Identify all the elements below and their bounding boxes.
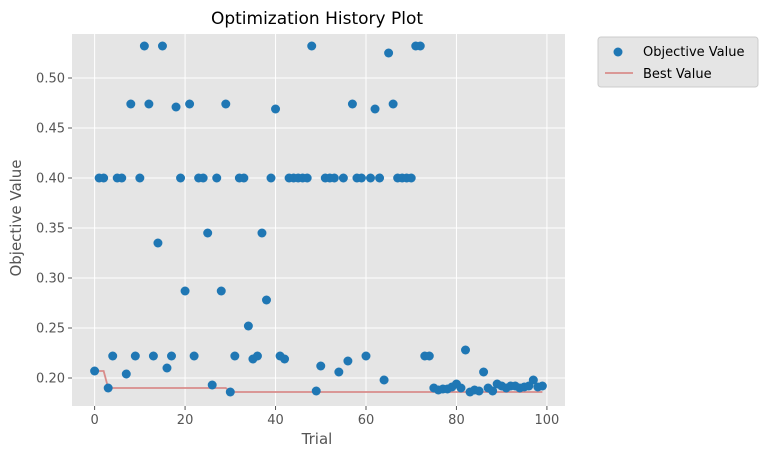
data-point	[456, 383, 466, 393]
y-tick-label: 0.50	[36, 72, 65, 87]
best-value-line	[94, 370, 543, 393]
x-tick-label: 20	[177, 413, 194, 428]
data-point	[117, 173, 127, 183]
data-point	[347, 99, 357, 109]
data-point	[230, 351, 240, 361]
data-point	[302, 173, 312, 183]
data-point	[528, 375, 538, 385]
y-tick-label: 0.25	[36, 322, 65, 337]
x-tick-label: 100	[534, 413, 559, 428]
data-point	[103, 383, 113, 393]
grid-lines	[72, 34, 565, 406]
data-point	[243, 321, 253, 331]
y-tick-label: 0.35	[36, 222, 65, 237]
data-point	[121, 369, 131, 379]
best-value-series	[94, 370, 543, 393]
data-point	[239, 173, 249, 183]
data-point	[329, 173, 339, 183]
data-point	[338, 173, 348, 183]
chart-title: Optimization History Plot	[211, 9, 423, 29]
data-point	[488, 386, 498, 396]
data-point	[370, 104, 380, 114]
y-tick-label: 0.20	[36, 372, 65, 387]
data-point	[415, 41, 425, 51]
data-point	[126, 99, 136, 109]
y-tick-label: 0.30	[36, 272, 65, 287]
data-point	[366, 173, 376, 183]
data-point	[139, 41, 149, 51]
data-point	[375, 173, 385, 183]
x-tick-label: 0	[90, 413, 98, 428]
data-point	[108, 351, 118, 361]
data-point	[135, 173, 145, 183]
data-point	[384, 48, 394, 58]
objective-value-series	[90, 41, 547, 397]
data-point	[185, 99, 195, 109]
data-point	[316, 361, 326, 371]
data-point	[157, 41, 167, 51]
data-point	[221, 99, 231, 109]
data-point	[180, 286, 190, 296]
data-point	[203, 228, 213, 238]
data-point	[406, 173, 416, 183]
data-point	[252, 351, 262, 361]
y-axis-ticks: 0.20 0.25 0.30 0.35 0.40 0.45 0.50	[36, 72, 72, 387]
data-point	[388, 99, 398, 109]
data-point	[99, 173, 109, 183]
data-point	[216, 286, 226, 296]
data-point	[225, 387, 235, 397]
plot-area-background	[72, 34, 565, 406]
x-tick-label: 80	[448, 413, 465, 428]
data-point	[207, 380, 217, 390]
data-point	[90, 366, 100, 376]
x-tick-label: 40	[267, 413, 284, 428]
data-point	[153, 238, 163, 248]
data-point	[212, 173, 222, 183]
legend-box	[597, 36, 759, 88]
data-point	[537, 381, 547, 391]
x-tick-label: 60	[358, 413, 375, 428]
data-point	[167, 351, 176, 361]
data-point	[280, 354, 290, 364]
data-point	[461, 345, 470, 355]
data-point	[311, 386, 321, 396]
data-point	[171, 102, 181, 112]
data-point	[261, 295, 271, 305]
data-point	[356, 173, 366, 183]
legend-label-objective-value: Objective Value	[643, 45, 744, 60]
data-point	[198, 173, 208, 183]
x-axis-label: Trial	[301, 430, 333, 448]
data-point	[361, 351, 371, 361]
data-point	[307, 41, 317, 51]
data-point	[130, 351, 140, 361]
legend: Objective Value Best Value	[597, 36, 759, 88]
y-tick-label: 0.40	[36, 172, 65, 187]
y-axis-label: Objective Value	[7, 159, 25, 276]
data-point	[144, 99, 154, 109]
data-point	[379, 375, 389, 385]
legend-label-best-value: Best Value	[643, 67, 712, 82]
data-point	[271, 104, 281, 114]
data-point	[189, 351, 199, 361]
data-point	[257, 228, 267, 238]
legend-marker-objective-value	[613, 47, 623, 57]
data-point	[266, 173, 276, 183]
y-tick-label: 0.45	[36, 122, 65, 137]
data-point	[474, 386, 484, 396]
data-point	[162, 363, 172, 373]
data-point	[479, 367, 489, 377]
data-point	[424, 351, 434, 361]
data-point	[334, 367, 344, 377]
data-point	[148, 351, 158, 361]
data-point	[343, 356, 353, 366]
x-axis-ticks: 0 20 40 60 80 100	[90, 406, 559, 428]
data-point	[176, 173, 186, 183]
